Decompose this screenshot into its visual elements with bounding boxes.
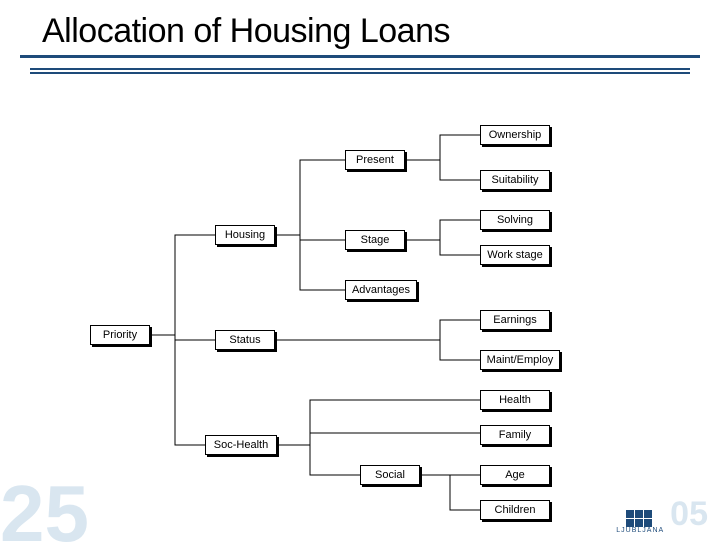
edge-housing-advantages — [275, 235, 345, 290]
footer: LJUBLJANA 05 — [614, 495, 708, 534]
logo-squares-icon — [626, 510, 652, 527]
year-label: 05 — [670, 495, 708, 534]
node-housing: Housing — [215, 225, 275, 245]
node-social: Social — [360, 465, 420, 485]
edge-status-maintemp — [275, 340, 480, 360]
edge-sochealth-health — [277, 400, 480, 445]
node-solving: Solving — [480, 210, 550, 230]
edge-sochealth-social — [277, 445, 360, 475]
logo-location: LJUBLJANA — [616, 527, 664, 534]
edge-priority-housing — [150, 235, 215, 335]
edge-social-children — [420, 475, 480, 510]
node-children: Children — [480, 500, 550, 520]
edge-housing-present — [275, 160, 345, 235]
edge-priority-status — [150, 335, 215, 340]
edge-housing-stage — [275, 235, 345, 240]
node-earnings: Earnings — [480, 310, 550, 330]
edge-present-ownership — [405, 135, 480, 160]
diagram-canvas: Priority Housing Status Soc-Health Present St… — [0, 70, 720, 540]
edge-status-earnings — [275, 320, 480, 340]
edge-stage-workstage — [405, 240, 480, 255]
node-stage: Stage — [345, 230, 405, 250]
node-sochealth: Soc-Health — [205, 435, 277, 455]
edge-priority-sochealth — [150, 335, 205, 445]
node-age: Age — [480, 465, 550, 485]
edge-sochealth-family — [277, 433, 480, 445]
node-advantages: Advantages — [345, 280, 417, 300]
node-ownership: Ownership — [480, 125, 550, 145]
page-number-watermark: 25 — [0, 468, 89, 560]
node-health: Health — [480, 390, 550, 410]
page-title: Allocation of Housing Loans — [20, 0, 700, 58]
node-suitability: Suitability — [480, 170, 550, 190]
node-present: Present — [345, 150, 405, 170]
edge-stage-solving — [405, 220, 480, 240]
node-family: Family — [480, 425, 550, 445]
node-maintemp: Maint/Employ — [480, 350, 560, 370]
node-workstage: Work stage — [480, 245, 550, 265]
logo: LJUBLJANA — [614, 510, 664, 534]
node-status: Status — [215, 330, 275, 350]
edge-present-suitability — [405, 160, 480, 180]
node-priority: Priority — [90, 325, 150, 345]
